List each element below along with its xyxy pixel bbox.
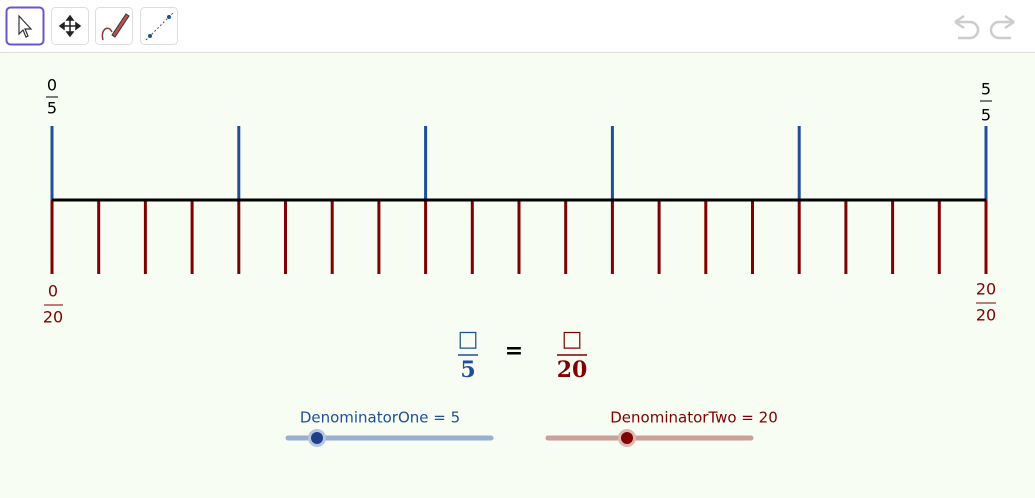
undo-redo[interactable]	[954, 14, 1015, 40]
bottom-right-num: 20	[976, 280, 996, 299]
slider-label: DenominatorOne = 5	[300, 409, 460, 427]
equation-right-num: □	[562, 326, 583, 352]
top-left-num: 0	[47, 76, 57, 95]
bottom-left-num: 0	[48, 282, 58, 301]
top-right-den: 5	[981, 106, 991, 125]
slider-one[interactable]: DenominatorOne = 5	[285, 409, 494, 448]
slider-two[interactable]: DenominatorTwo = 20	[545, 409, 778, 448]
equation-left-num: □	[458, 326, 479, 352]
equation-left-den: 5	[460, 357, 475, 383]
tool-move[interactable]	[5, 6, 45, 46]
slider-label: DenominatorTwo = 20	[610, 409, 777, 427]
slider-knob[interactable]	[621, 432, 633, 444]
bottom-left-den: 20	[43, 308, 63, 327]
equation-sign: =	[505, 338, 523, 364]
bottom-right-den: 20	[976, 306, 996, 325]
number-line	[50, 126, 988, 274]
top-left-den: 5	[47, 99, 57, 118]
slider-knob[interactable]	[311, 432, 323, 444]
equation-right-den: 20	[557, 357, 588, 383]
top-right-num: 5	[981, 80, 991, 99]
tool-move-graphics[interactable]	[51, 7, 89, 45]
tool-pen[interactable]	[95, 7, 133, 45]
tool-line[interactable]	[140, 7, 178, 45]
